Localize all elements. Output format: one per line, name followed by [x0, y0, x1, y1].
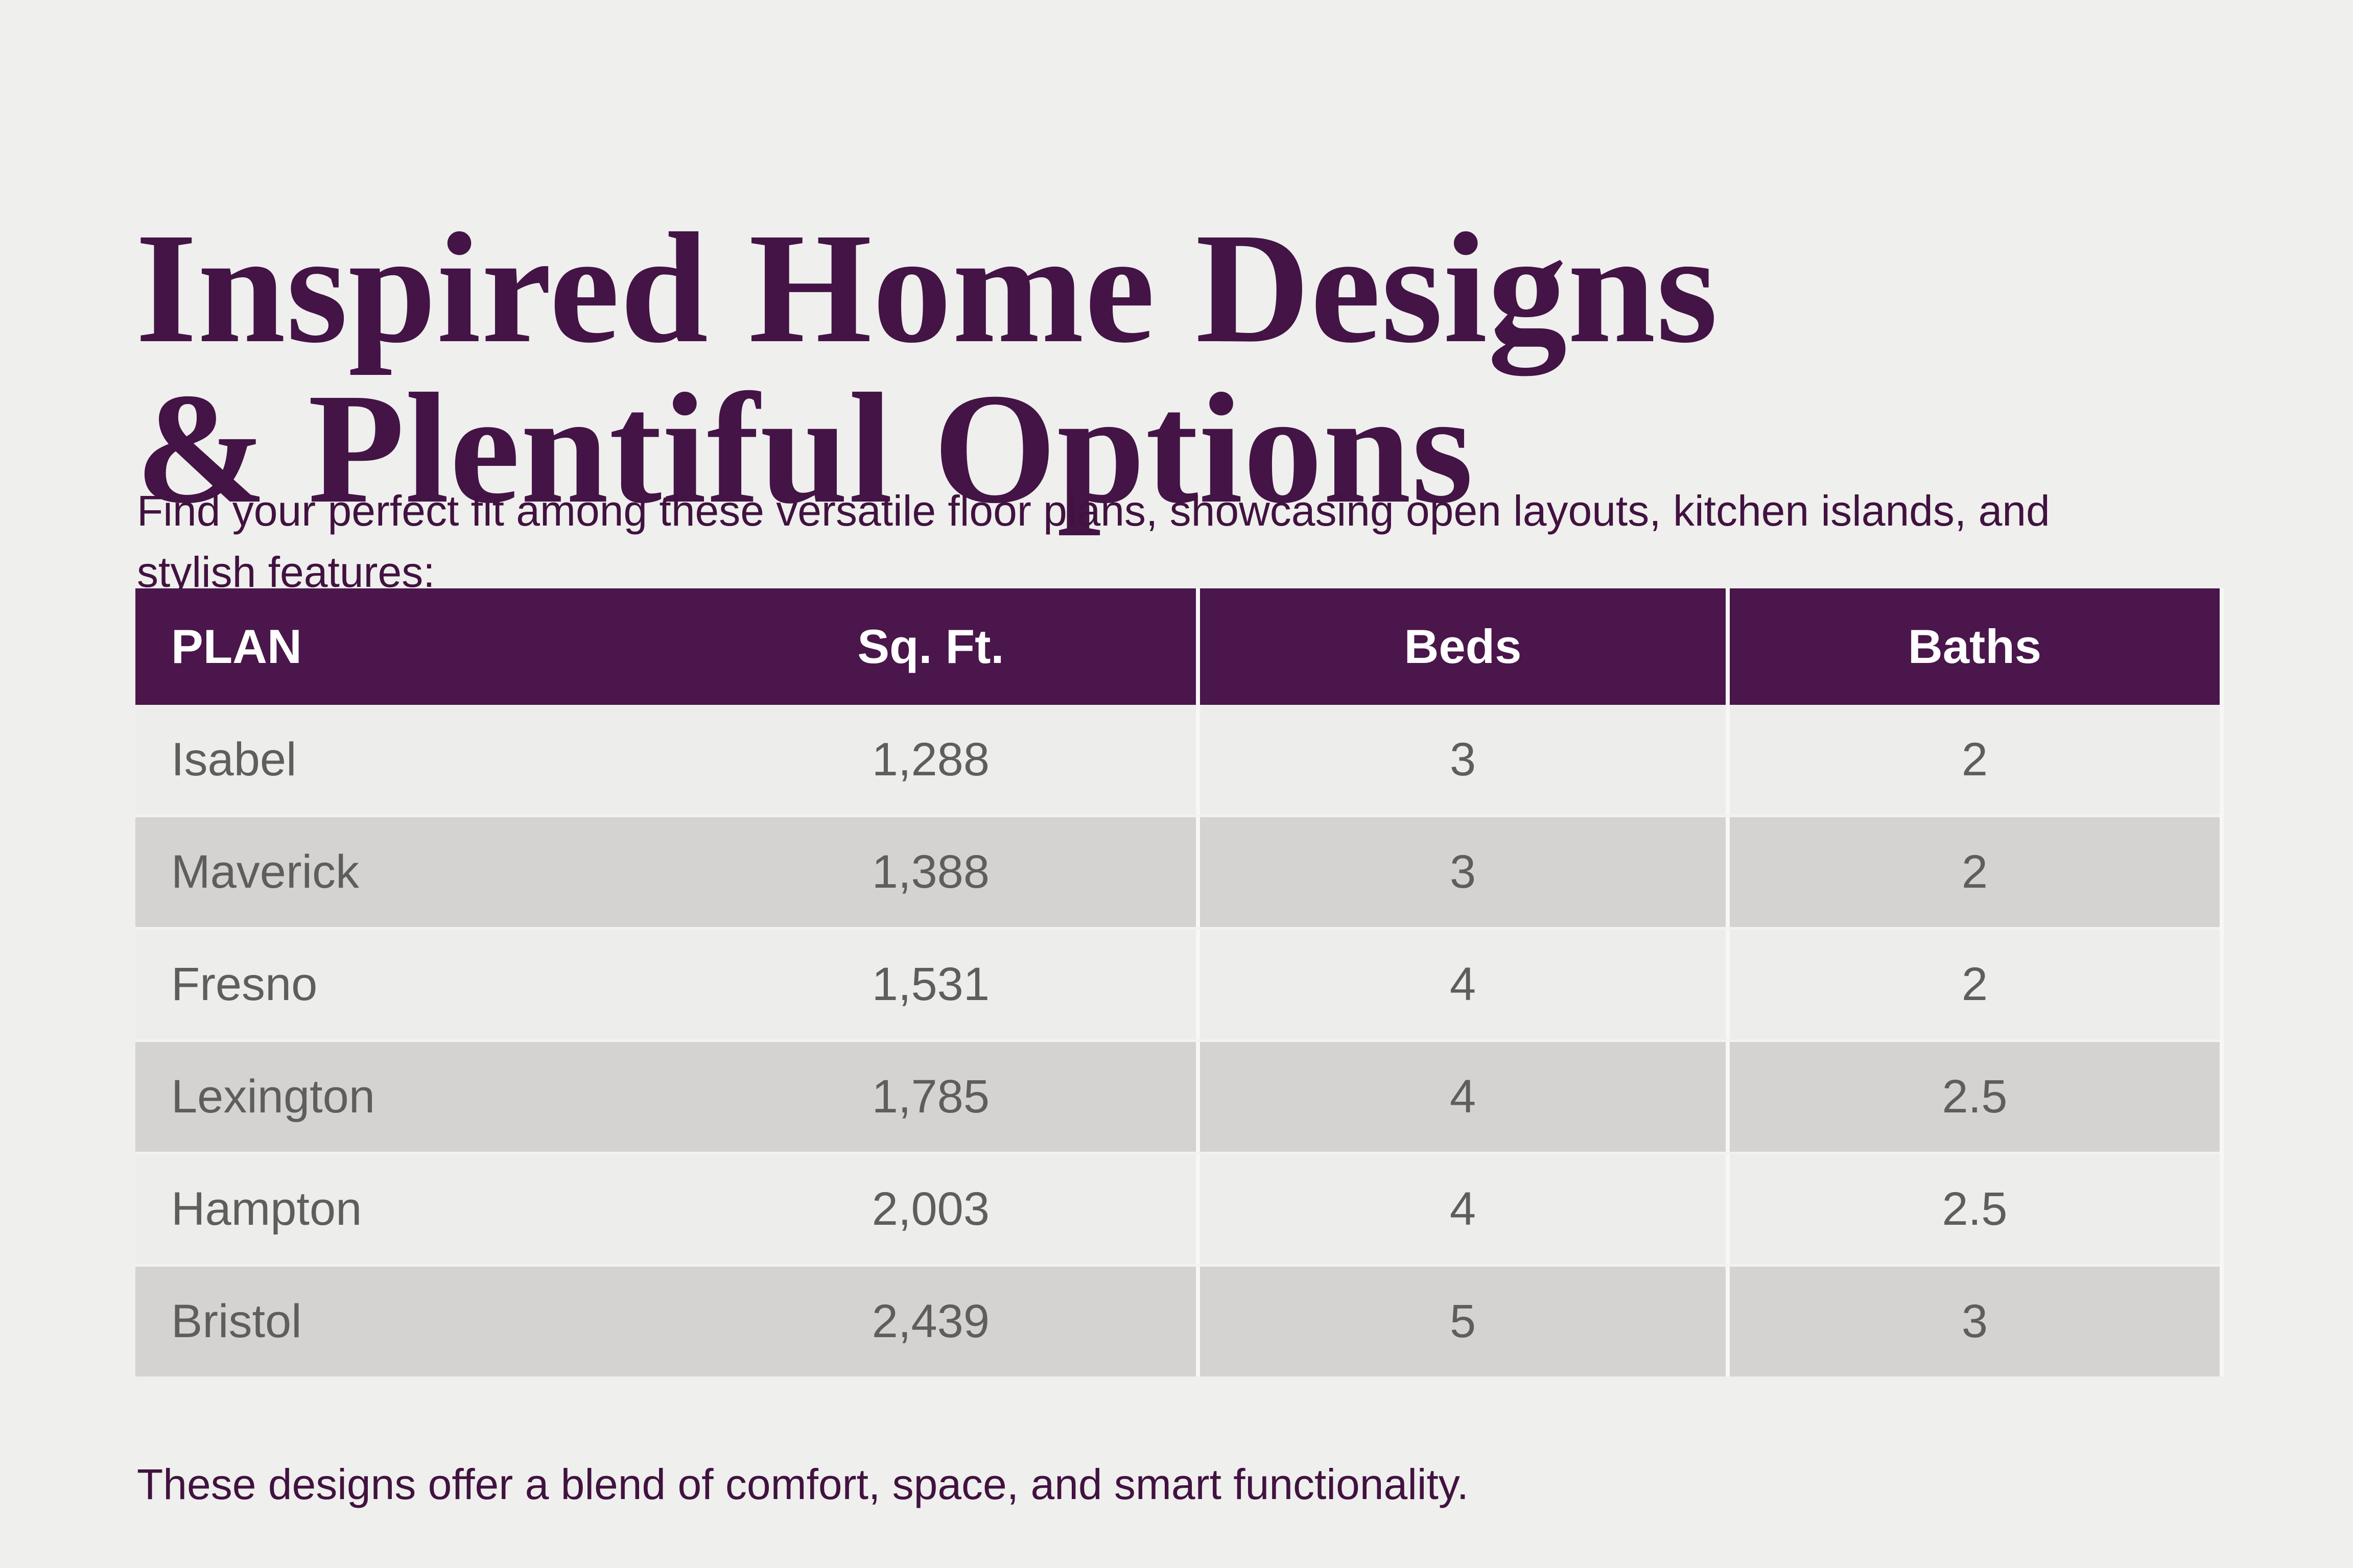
plan-name-cell: Isabel	[171, 733, 297, 786]
column-header-sqft: Sq. Ft.	[857, 620, 1004, 673]
plan-name-cell: Fresno	[171, 958, 318, 1010]
table-header-row: PLAN Sq. Ft. Beds Baths	[135, 588, 2220, 705]
beds-cell: 3	[1195, 705, 1726, 815]
sqft-cell: 1,785	[872, 1071, 990, 1123]
table-row-isabel: Isabel 1,288 3 2	[135, 705, 2220, 815]
closing-text: These designs offer a blend of comfort, …	[137, 1460, 1469, 1508]
column-header-beds: Beds	[1195, 588, 1726, 705]
beds-cell: 4	[1195, 930, 1726, 1039]
beds-cell: 4	[1195, 1154, 1726, 1264]
page-title-line1: Inspired Home Designs	[135, 200, 1719, 376]
sqft-cell: 1,388	[872, 846, 990, 898]
table-row-hampton: Hampton 2,003 4 2.5	[135, 1152, 2220, 1264]
plan-name-cell: Hampton	[171, 1183, 362, 1235]
table-row-maverick: Maverick 1,388 3 2	[135, 815, 2220, 927]
table-row-lexington: Lexington 1,785 4 2.5	[135, 1039, 2220, 1152]
baths-cell: 2	[1726, 817, 2220, 927]
baths-cell: 3	[1726, 1267, 2220, 1376]
sqft-cell: 1,288	[872, 733, 990, 786]
intro-text-line2: stylish features:	[137, 548, 435, 596]
column-header-plan: PLAN	[171, 620, 302, 673]
table-row-bristol: Bristol 2,439 5 3	[135, 1264, 2220, 1376]
intro-text: Find your perfect fit among these versat…	[137, 480, 2050, 603]
plan-name-cell: Bristol	[171, 1295, 302, 1347]
floorplan-table: PLAN Sq. Ft. Beds Baths Isabel 1,288 3 2…	[135, 588, 2224, 1376]
table-row-fresno: Fresno 1,531 4 2	[135, 927, 2220, 1039]
column-header-baths: Baths	[1726, 588, 2220, 705]
beds-cell: 3	[1195, 817, 1726, 927]
sqft-cell: 2,439	[872, 1295, 990, 1347]
baths-cell: 2.5	[1726, 1154, 2220, 1264]
plan-name-cell: Maverick	[171, 846, 360, 898]
plan-name-cell: Lexington	[171, 1071, 375, 1123]
sqft-cell: 2,003	[872, 1183, 990, 1235]
baths-cell: 2	[1726, 930, 2220, 1039]
page-title: Inspired Home Designs & Plentiful Option…	[135, 208, 1718, 529]
beds-cell: 5	[1195, 1267, 1726, 1376]
page-title-line2: & Plentiful Options	[135, 361, 1474, 536]
intro-text-line1: Find your perfect fit among these versat…	[137, 487, 2050, 535]
sqft-cell: 1,531	[872, 958, 990, 1010]
beds-cell: 4	[1195, 1042, 1726, 1152]
baths-cell: 2.5	[1726, 1042, 2220, 1152]
baths-cell: 2	[1726, 705, 2220, 815]
